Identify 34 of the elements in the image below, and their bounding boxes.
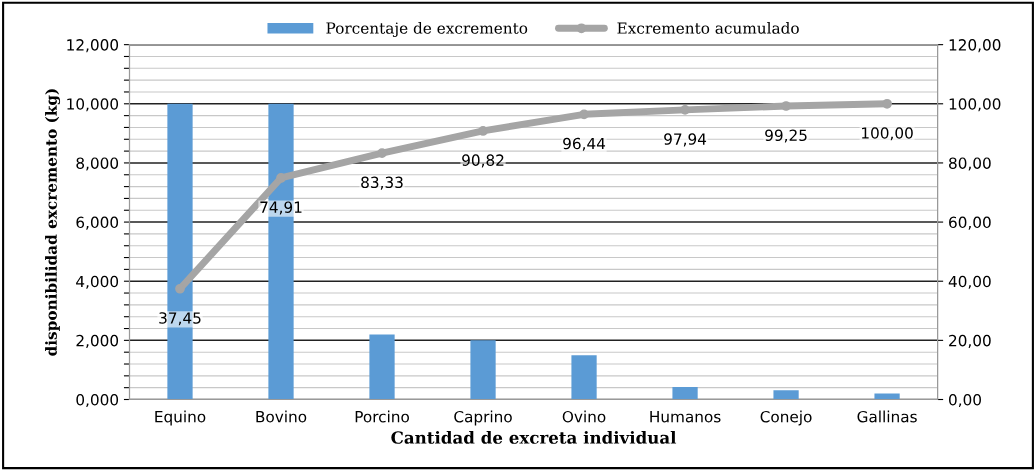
x-tick-label: Equino (155, 410, 206, 426)
x-tick-label: Bovino (256, 410, 307, 423)
y2-tick-label: 60,00 (949, 216, 991, 230)
data-label: 37,45 (159, 312, 201, 326)
x-tick-label: Gallinas (857, 410, 917, 423)
y-tick-label: 2,000 (76, 334, 119, 348)
x-axis-title: Cantidad de excreta individual (391, 430, 677, 444)
y-tick-label: 8,000 (76, 157, 119, 171)
x-tick-label: Porcino (355, 410, 409, 423)
data-label: 97,94 (664, 133, 707, 147)
x-tick-label: Humanos (650, 411, 721, 423)
legend-label: Excremento acumulado (617, 22, 799, 34)
data-label: 83,33 (361, 176, 403, 190)
y-tick-label: 12,000 (67, 39, 119, 53)
legend-label: Porcentaje de excremento (326, 22, 528, 38)
y-tick-label: 10,000 (67, 98, 119, 112)
data-label: 96,44 (563, 137, 606, 151)
y2-tick-label: 80,00 (949, 157, 991, 171)
y-tick-label: 4,000 (76, 275, 119, 289)
x-tick-label: Caprino (454, 410, 512, 426)
data-label: 99,25 (765, 129, 807, 143)
data-label: 100,00 (862, 127, 913, 141)
y2-tick-label: 0,00 (949, 393, 981, 408)
data-label: 90,82 (462, 154, 504, 168)
y2-tick-label: 100,00 (949, 98, 1001, 112)
y-tick-label: 0,000 (76, 393, 119, 408)
x-tick-label: Conejo (760, 410, 812, 426)
y2-tick-label: 120,00 (949, 39, 1001, 53)
y2-tick-label: 40,00 (948, 275, 991, 289)
y-tick-label: 6,000 (76, 216, 119, 230)
y-axis-title: disponibilidad excremento (kg) (45, 89, 61, 356)
y2-tick-label: 20,00 (949, 334, 991, 348)
x-tick-label: Ovino (562, 410, 606, 423)
data-label: 74,91 (260, 201, 302, 215)
